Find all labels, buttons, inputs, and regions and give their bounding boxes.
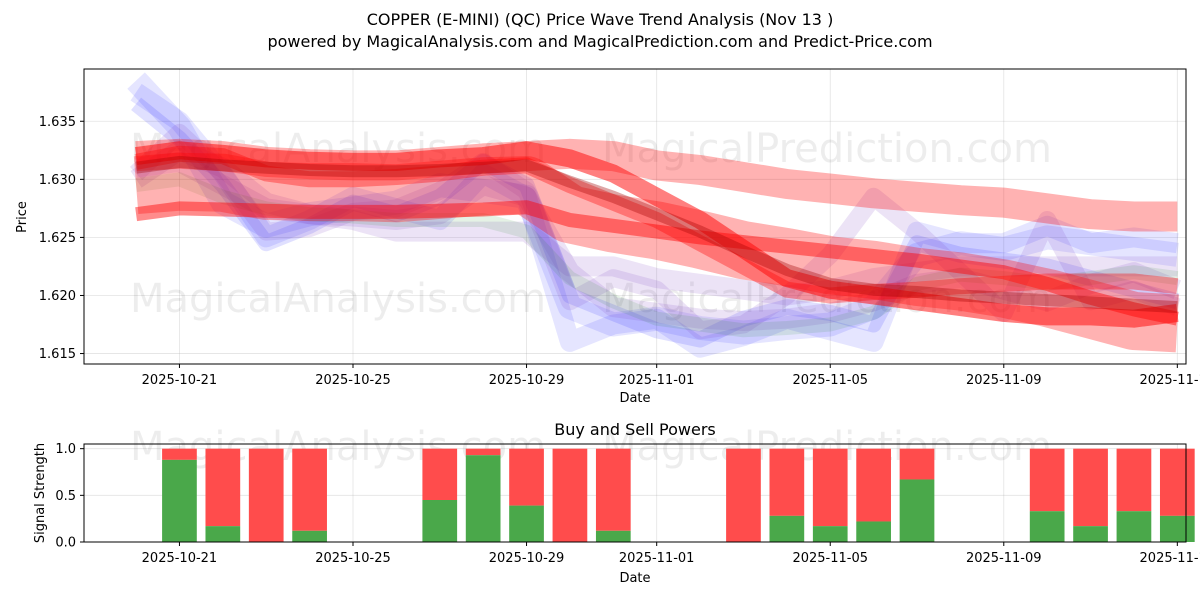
signal-y-tick-label: 0.0	[55, 536, 76, 551]
buy-bar	[1159, 515, 1195, 542]
price-x-tick-label: 2025-11-09	[966, 373, 1042, 388]
price-x-tick-label: 2025-11-13	[1140, 373, 1200, 388]
price-wave-purple-3	[134, 151, 1178, 306]
price-plot-frame	[83, 68, 1187, 365]
signal-y-tick-label: 0.5	[55, 489, 76, 504]
price-x-axis-title: Date	[619, 391, 650, 406]
price-x-tick-label: 2025-10-25	[315, 373, 391, 388]
buy-bar	[162, 459, 197, 542]
trend-line-red-2	[135, 200, 1179, 326]
sell-bar	[1159, 448, 1195, 516]
signal-x-tick-label: 2025-11-05	[792, 551, 868, 566]
trend-line-red-3	[134, 145, 1179, 304]
price-y-tick-label: 1.630	[39, 173, 76, 188]
price-x-tick-label: 2025-11-01	[619, 373, 695, 388]
chart-subtitle: powered by MagicalAnalysis.com and Magic…	[267, 32, 932, 51]
sell-bar	[856, 448, 891, 522]
price-y-tick-label: 1.625	[39, 231, 76, 246]
buy-bar	[1073, 526, 1108, 542]
price-wave-blue-3	[131, 97, 1180, 348]
trend-band-red-wide	[133, 152, 1179, 353]
price-y-tick-label: 1.620	[39, 289, 76, 304]
price-wave-purple-1	[130, 140, 1182, 331]
price-wave-blue-2	[130, 83, 1179, 358]
signal-x-tick-label: 2025-11-13	[1140, 551, 1200, 566]
price-series-group	[127, 72, 1182, 358]
chart-title: COPPER (E-MINI) (QC) Price Wave Trend An…	[367, 10, 834, 29]
buy-bar	[292, 530, 327, 542]
sell-bar	[205, 448, 241, 527]
signal-chart-title: Buy and Sell Powers	[554, 420, 716, 439]
sell-bar	[509, 448, 544, 506]
signal-plot-frame	[83, 443, 1187, 543]
watermark-prediction-top: MagicalPrediction.com	[602, 126, 1052, 172]
signal-x-tick-label: 2025-10-21	[142, 551, 218, 566]
signal-x-tick-label: 2025-11-09	[966, 551, 1042, 566]
price-x-tick-label: 2025-10-21	[142, 373, 218, 388]
price-wave-green-1	[135, 172, 1179, 338]
sell-bar	[552, 448, 588, 542]
price-y-ticks: 1.615 1.620 1.625 1.630 1.635	[39, 115, 84, 362]
buy-bar	[422, 500, 458, 542]
sell-bar	[248, 448, 284, 542]
buy-bar	[812, 526, 848, 542]
price-y-tick-label: 1.635	[39, 115, 76, 130]
price-plot: MagicalAnalysis.com MagicalPrediction.co…	[39, 68, 1200, 388]
sell-bar	[726, 448, 761, 542]
buy-bar	[899, 479, 935, 542]
buy-bar	[465, 455, 501, 542]
signal-y-tick-label: 1.0	[55, 442, 76, 457]
signal-bars-group	[162, 448, 1195, 542]
sell-bar	[899, 448, 935, 480]
buy-bar	[769, 515, 805, 542]
sell-bar	[422, 448, 458, 500]
signal-y-ticks: 0.0 0.5 1.0	[55, 442, 84, 551]
signal-y-axis-title: Signal Strength	[33, 443, 48, 543]
price-wave-blue-1	[127, 72, 1179, 345]
signal-x-tick-label: 2025-10-25	[315, 551, 391, 566]
sell-bar	[162, 448, 197, 460]
sell-bar	[812, 448, 848, 527]
watermark-analysis-bottom: MagicalAnalysis.com	[130, 276, 546, 322]
sell-bar	[465, 448, 501, 456]
sell-bar	[1116, 448, 1152, 512]
buy-bar	[1116, 511, 1152, 542]
price-y-axis-title: Price	[15, 201, 30, 233]
sell-bar	[769, 448, 805, 516]
price-x-ticks: 2025-10-21 2025-10-25 2025-10-29 2025-11-01…	[142, 364, 1200, 388]
buy-bar	[856, 521, 891, 542]
sell-bar	[1073, 448, 1108, 527]
sell-bar	[595, 448, 631, 531]
buy-bar	[205, 526, 241, 542]
buy-bar	[1029, 511, 1065, 542]
signal-x-axis-title: Date	[619, 571, 650, 586]
signal-x-tick-label: 2025-11-01	[619, 551, 695, 566]
buy-bar	[509, 505, 544, 542]
buy-bar	[595, 530, 631, 542]
sell-bar	[1029, 448, 1065, 512]
sell-bar	[292, 448, 327, 531]
price-y-tick-label: 1.615	[39, 347, 76, 362]
price-x-tick-label: 2025-10-29	[489, 373, 565, 388]
price-x-tick-label: 2025-11-05	[792, 373, 868, 388]
signal-x-tick-label: 2025-10-29	[489, 551, 565, 566]
signal-x-ticks: 2025-10-21 2025-10-25 2025-10-29 2025-11-01…	[142, 542, 1200, 566]
trend-line-red-1	[134, 141, 1179, 328]
signal-plot: MagicalAnalysis.com MagicalPrediction.co…	[55, 424, 1200, 566]
trend-line-darkred	[135, 155, 1178, 314]
